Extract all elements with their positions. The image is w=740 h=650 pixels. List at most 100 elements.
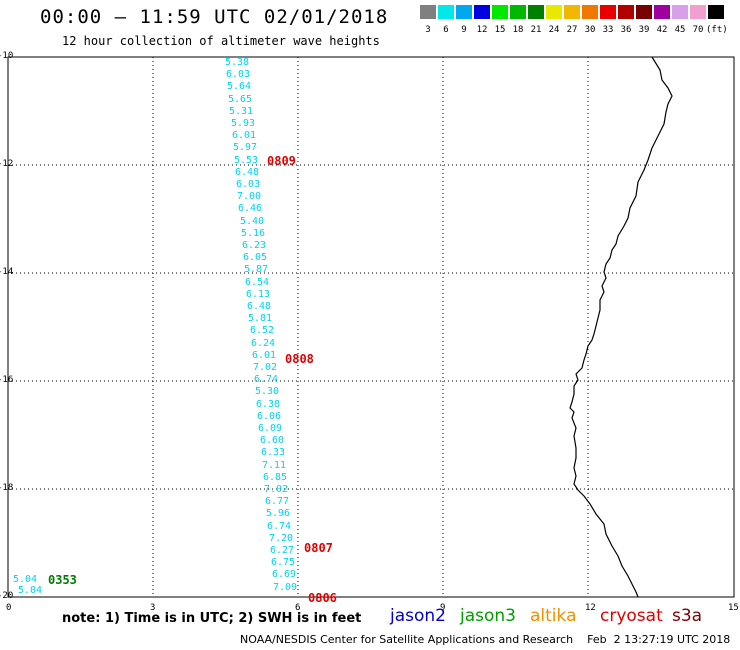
scale-swatch xyxy=(546,5,562,19)
scale-label: 70 xyxy=(692,25,704,35)
wave-height-value: 6.03 xyxy=(236,179,261,190)
wave-height-value: 6.03 xyxy=(226,69,251,80)
wave-height-value: 6.52 xyxy=(250,325,275,336)
x-tick-label: 12 xyxy=(585,603,596,613)
scale-label: 18 xyxy=(512,25,524,35)
y-tick-label: -12 xyxy=(0,159,14,169)
scale-swatch xyxy=(654,5,670,19)
wave-height-value: 6.48 xyxy=(235,167,260,178)
track-label-0353: 0353 xyxy=(48,573,77,587)
wave-height-value: 6.69 xyxy=(272,569,297,580)
map-title: 00:00 – 11:59 UTC 02/01/2018 xyxy=(40,6,389,28)
wave-height-value: 6.48 xyxy=(247,301,272,312)
scale-swatch xyxy=(528,5,544,19)
scale-label: 6 xyxy=(443,25,449,35)
wave-height-value: 5.38 xyxy=(225,57,250,68)
track-label-0808: 0808 xyxy=(285,352,314,366)
wave-height-value: 5.16 xyxy=(241,228,266,239)
wave-height-value: 7.11 xyxy=(262,460,287,471)
wave-height-value: 6.77 xyxy=(265,496,290,507)
left-value: 5.04 xyxy=(18,585,43,596)
wave-height-value: 7.09 xyxy=(273,582,298,593)
wave-height-value: 6.74 xyxy=(254,374,279,385)
wave-height-value: 6.33 xyxy=(261,447,286,458)
scale-swatch xyxy=(690,5,706,19)
scale-label: 3 xyxy=(425,25,431,35)
scale-swatch xyxy=(564,5,580,19)
scale-swatch xyxy=(492,5,508,19)
footnote: note: 1) Time is in UTC; 2) SWH is in fe… xyxy=(62,611,362,626)
wave-height-value: 6.13 xyxy=(246,289,271,300)
wave-height-value: 6.75 xyxy=(271,557,296,568)
wave-height-value: 6.24 xyxy=(251,338,276,349)
scale-swatch xyxy=(618,5,634,19)
track-label-0807: 0807 xyxy=(304,541,333,555)
wave-height-value: 6.74 xyxy=(267,521,292,532)
wave-height-value: 5.96 xyxy=(266,508,291,519)
legend-jason3: jason3 xyxy=(460,606,516,626)
track-label-0809: 0809 xyxy=(267,154,296,168)
scale-label: (ft) xyxy=(706,25,728,35)
wave-height-value: 6.54 xyxy=(245,277,270,288)
wave-height-value: 7.00 xyxy=(237,191,262,202)
track-label-0806: 0806 xyxy=(308,591,337,605)
coastline xyxy=(569,56,673,598)
wave-height-value: 7.02 xyxy=(264,484,289,495)
y-tick-label: -18 xyxy=(0,483,14,493)
scale-swatch xyxy=(420,5,436,19)
scale-label: 9 xyxy=(461,25,467,35)
scale-label: 24 xyxy=(548,25,560,35)
wave-height-value: 6.38 xyxy=(256,399,281,410)
legend-cryosat: cryosat xyxy=(600,606,663,626)
wave-height-value: 5.81 xyxy=(248,313,273,324)
wave-height-value: 5.31 xyxy=(229,106,254,117)
wave-height-value: 5.40 xyxy=(240,216,265,227)
scale-swatch xyxy=(510,5,526,19)
y-tick-label: -14 xyxy=(0,267,14,277)
scale-label: 30 xyxy=(584,25,596,35)
scale-label: 27 xyxy=(566,25,578,35)
map-subtitle: 12 hour collection of altimeter wave hei… xyxy=(62,34,380,48)
scale-label: 12 xyxy=(476,25,488,35)
wave-height-value: 5.65 xyxy=(228,94,253,105)
y-tick-label: -10 xyxy=(0,51,14,61)
scale-label: 15 xyxy=(494,25,506,35)
wave-height-value: 6.85 xyxy=(263,472,288,483)
scale-swatch xyxy=(672,5,688,19)
y-tick-label: -20 xyxy=(0,591,14,601)
legend-altika: altika xyxy=(530,606,577,626)
wave-height-value: 5.93 xyxy=(231,118,256,129)
wave-height-value: 6.06 xyxy=(257,411,282,422)
x-tick-label: 3 xyxy=(150,603,156,613)
wave-height-value: 5.53 xyxy=(234,155,259,166)
credit-footer: NOAA/NESDIS Center for Satellite Applica… xyxy=(240,633,731,646)
scale-swatch xyxy=(708,5,724,19)
x-tick-label: 6 xyxy=(295,603,301,613)
scale-label: 33 xyxy=(602,25,614,35)
x-tick-label: 9 xyxy=(440,603,446,613)
wave-height-value: 5.64 xyxy=(227,81,252,92)
scale-swatch xyxy=(600,5,616,19)
scale-swatch xyxy=(456,5,472,19)
scale-label: 21 xyxy=(530,25,542,35)
wave-height-value: 5.30 xyxy=(255,386,280,397)
wave-height-value: 6.27 xyxy=(270,545,295,556)
wave-height-value: 5.87 xyxy=(244,264,269,275)
scale-swatch xyxy=(582,5,598,19)
x-tick-label: 0 xyxy=(6,603,12,613)
wave-height-value: 7.02 xyxy=(253,362,278,373)
wave-height-value: 7.20 xyxy=(269,533,294,544)
legend-s3a: s3a xyxy=(672,606,703,626)
wave-height-value: 6.46 xyxy=(238,203,263,214)
scale-label: 45 xyxy=(674,25,686,35)
wave-height-value: 6.09 xyxy=(258,423,283,434)
scale-label: 42 xyxy=(656,25,668,35)
wave-height-value: 6.01 xyxy=(252,350,277,361)
y-tick-label: -16 xyxy=(0,375,14,385)
x-tick-label: 15 xyxy=(728,603,739,613)
legend-jason2: jason2 xyxy=(390,606,446,626)
wave-height-value: 6.60 xyxy=(260,435,285,446)
scale-label: 36 xyxy=(620,25,632,35)
scale-swatch xyxy=(636,5,652,19)
